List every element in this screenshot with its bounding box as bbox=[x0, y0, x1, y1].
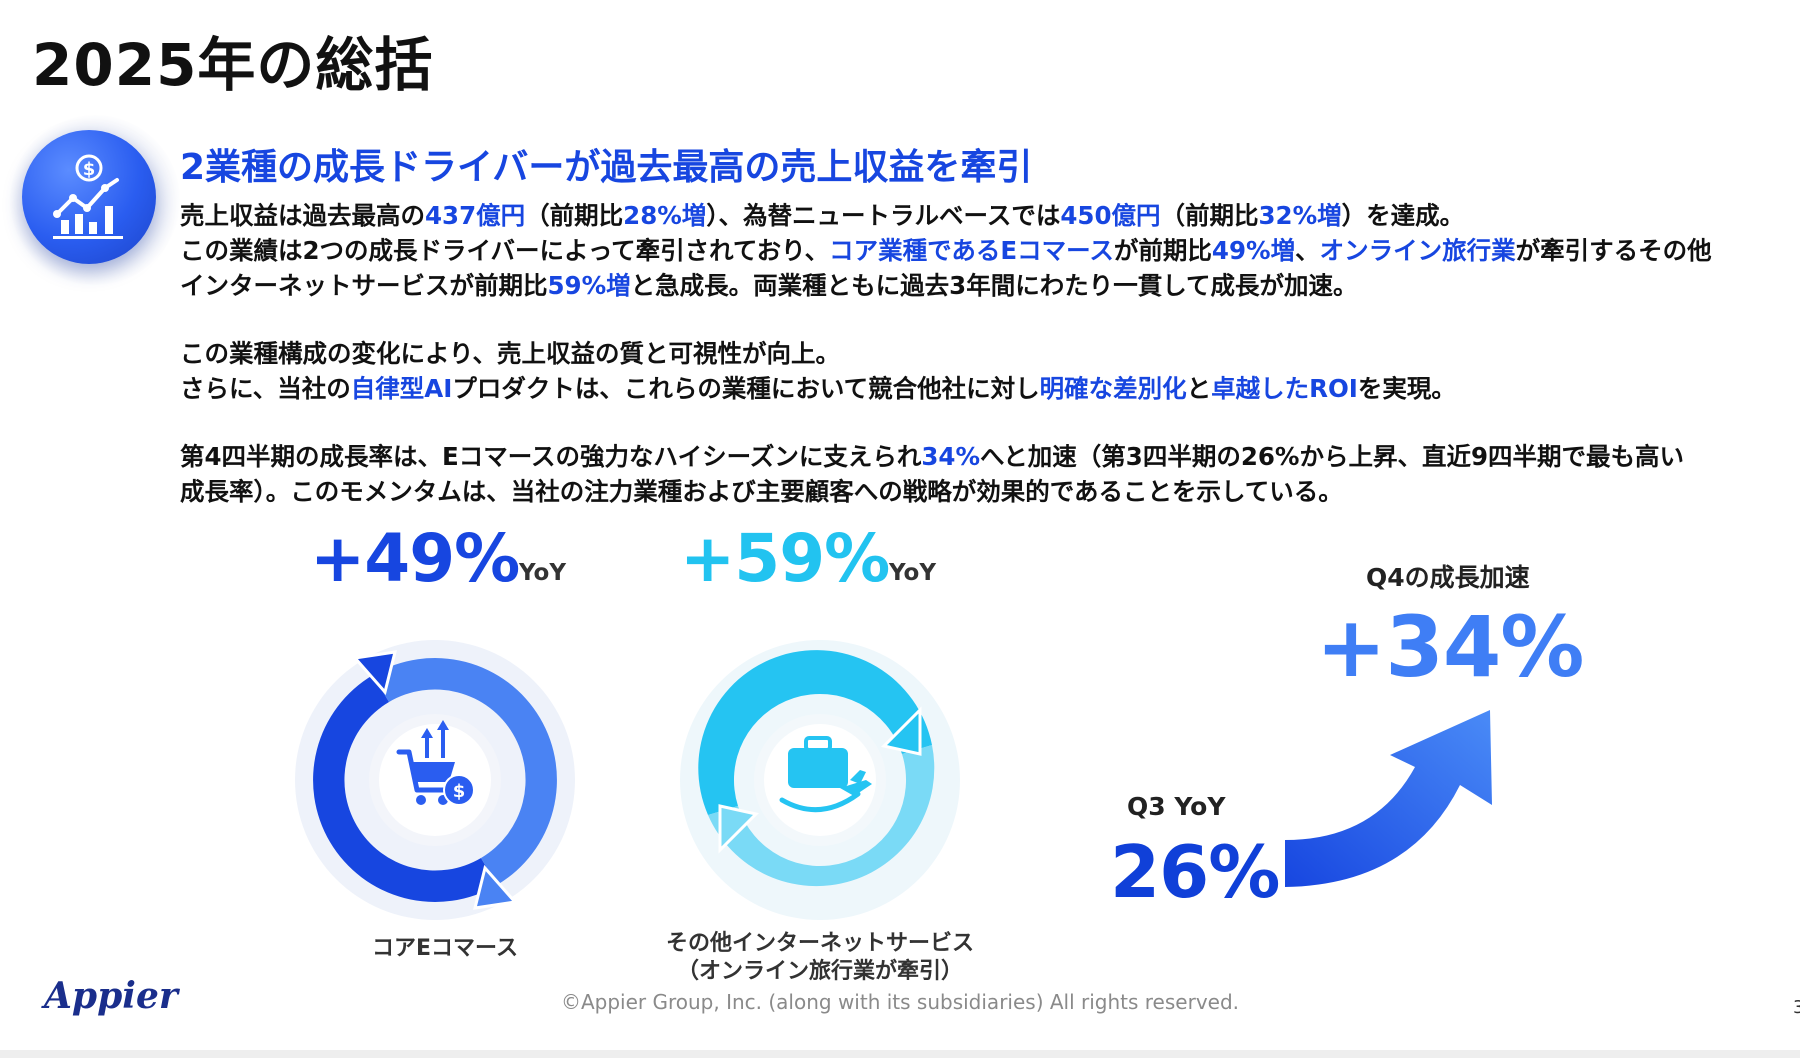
q3-label: Q3 YoY bbox=[1127, 792, 1226, 821]
text-segment: （前期比 bbox=[1160, 201, 1259, 230]
section-subtitle: 2業種の成長ドライバーが過去最高の売上収益を牽引 bbox=[180, 147, 1033, 188]
paragraph-revenue: 売上収益は過去最高の437億円（前期比28%増）、為替ニュートラルベースでは45… bbox=[180, 198, 1790, 303]
q4-growth-value: +34% bbox=[1316, 598, 1584, 696]
highlighted-text: コア業種であるEコマース bbox=[829, 236, 1114, 265]
q3-growth-value: 26% bbox=[1110, 830, 1280, 914]
internet-caption-line2: （オンライン旅行業が牽引） bbox=[676, 959, 963, 984]
highlighted-text: 32%増 bbox=[1258, 201, 1342, 230]
page-title: 2025年の総括 bbox=[32, 31, 434, 99]
ecommerce-yoy-label: YoY bbox=[519, 560, 566, 586]
text-segment: が牽引するその他 bbox=[1515, 236, 1712, 265]
copyright-text: ©Appier Group, Inc. (along with its subs… bbox=[560, 990, 1240, 1014]
text-segment: プロダクトは、これらの業種において競合他社に対し bbox=[452, 374, 1040, 403]
text-segment: 、 bbox=[1295, 236, 1320, 265]
highlighted-text: 明確な差別化 bbox=[1039, 374, 1187, 403]
internet-caption: その他インターネットサービス （オンライン旅行業が牽引） bbox=[620, 930, 1020, 986]
text-segment: 第4四半期の成長率は、Eコマースの強力なハイシーズンに支えられ bbox=[180, 442, 922, 471]
text-line: この業種構成の変化により、売上収益の質と可視性が向上。 bbox=[180, 339, 840, 368]
text-segment: 売上収益は過去最高の bbox=[180, 201, 425, 230]
text-line: インターネットサービスが前期比59%増と急成長。両業種ともに過去3年間にわたり一… bbox=[180, 271, 1357, 300]
text-segment: この業種構成の変化により、売上収益の質と可視性が向上。 bbox=[180, 339, 841, 368]
growth-arrow-icon bbox=[1285, 710, 1492, 887]
revenue-growth-badge: $ bbox=[22, 130, 156, 264]
highlighted-text: オンライン旅行業 bbox=[1319, 236, 1516, 265]
bottom-bar bbox=[0, 1050, 1800, 1058]
highlighted-text: 卓越したROI bbox=[1211, 374, 1358, 403]
internet-cycle-graphic bbox=[680, 640, 960, 920]
highlighted-text: 49%増 bbox=[1211, 236, 1296, 265]
summary-text: 売上収益は過去最高の437億円（前期比28%増）、為替ニュートラルベースでは45… bbox=[180, 198, 1790, 542]
suitcase-plane-icon bbox=[779, 736, 872, 813]
text-segment: この業績は2つの成長ドライバーによって牽引されており、 bbox=[180, 236, 830, 265]
revenue-chart-icon: $ bbox=[53, 154, 123, 239]
text-segment: が前期比 bbox=[1113, 236, 1212, 265]
text-line: この業績は2つの成長ドライバーによって牽引されており、コア業種であるEコマースが… bbox=[180, 236, 1712, 265]
ecommerce-caption: コアEコマース bbox=[372, 936, 518, 961]
appier-logo: Appier bbox=[44, 975, 178, 1017]
highlighted-text: 450億円 bbox=[1060, 201, 1161, 230]
paragraph-momentum: 第4四半期の成長率は、Eコマースの強力なハイシーズンに支えられ34%へと加速（第… bbox=[180, 439, 1790, 509]
ecommerce-cycle-graphic: $ bbox=[295, 640, 575, 920]
text-line: 第4四半期の成長率は、Eコマースの強力なハイシーズンに支えられ34%へと加速（第… bbox=[180, 442, 1684, 471]
page-number: 3 bbox=[1793, 997, 1800, 1018]
text-segment: と急成長。両業種ともに過去3年間にわたり一貫して成長が加速。 bbox=[630, 271, 1358, 300]
paragraph-quality: この業種構成の変化により、売上収益の質と可視性が向上。 さらに、当社の自律型AI… bbox=[180, 336, 1790, 406]
text-segment: を実現。 bbox=[1357, 374, 1456, 403]
highlighted-text: 437億円 bbox=[425, 201, 526, 230]
highlighted-text: 34% bbox=[921, 442, 980, 471]
internet-caption-line1: その他インターネットサービス bbox=[665, 931, 974, 956]
text-line: 売上収益は過去最高の437億円（前期比28%増）、為替ニュートラルベースでは45… bbox=[180, 201, 1464, 230]
text-segment: ）を達成。 bbox=[1341, 201, 1465, 230]
svg-text:$: $ bbox=[453, 781, 466, 802]
internet-yoy-label: YoY bbox=[889, 560, 936, 586]
text-segment: 成長率）。このモメンタムは、当社の注力業種および主要顧客への戦略が効果的であるこ… bbox=[180, 477, 1343, 506]
ecommerce-growth-value: +49% bbox=[310, 520, 520, 597]
text-segment: インターネットサービスが前期比 bbox=[180, 271, 548, 300]
highlighted-text: 28%増 bbox=[623, 201, 707, 230]
text-segment: と bbox=[1186, 374, 1212, 403]
q4-label: Q4の成長加速 bbox=[1366, 563, 1530, 592]
text-segment: さらに、当社の bbox=[180, 374, 351, 403]
shopping-cart-dollar-icon: $ bbox=[396, 720, 475, 806]
text-line: さらに、当社の自律型AIプロダクトは、これらの業種において競合他社に対し明確な差… bbox=[180, 374, 1456, 403]
highlighted-text: 59%増 bbox=[547, 271, 631, 300]
text-line: 成長率）。このモメンタムは、当社の注力業種および主要顧客への戦略が効果的であるこ… bbox=[180, 477, 1343, 506]
svg-text:$: $ bbox=[83, 159, 96, 180]
highlighted-text: 自律型AI bbox=[350, 374, 453, 403]
text-segment: へと加速（第3四半期の26%から上昇、直近9四半期で最も高い bbox=[980, 442, 1685, 471]
text-segment: ）、為替ニュートラルベースでは bbox=[706, 201, 1061, 230]
text-segment: （前期比 bbox=[525, 201, 624, 230]
internet-growth-value: +59% bbox=[680, 520, 890, 597]
